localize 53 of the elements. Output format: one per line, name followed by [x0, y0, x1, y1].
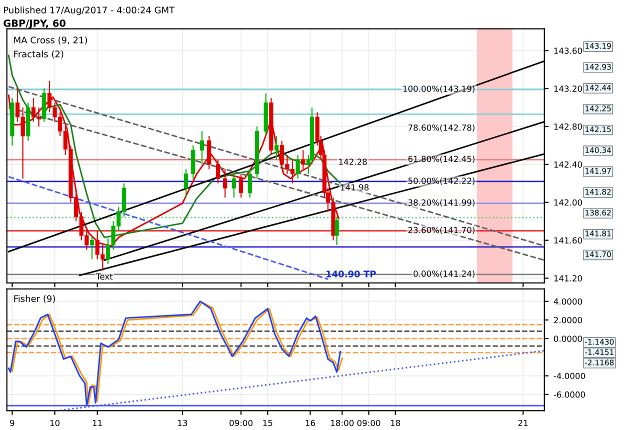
x-tick-label: 09:00 [357, 420, 380, 426]
y-tick-label: 142.00 [554, 199, 582, 206]
y-tick-label: 141.60 [554, 237, 582, 244]
candlestick [90, 234, 94, 260]
x-tick-label: 11 [92, 420, 102, 426]
candlestick [200, 130, 204, 165]
candlestick [248, 168, 252, 198]
annotation: 78.60%(142.78) [408, 124, 474, 132]
candlestick [296, 154, 300, 180]
annotation: Fractals (2) [14, 50, 64, 58]
x-tick-label: 18 [390, 420, 400, 426]
annotation: MA Cross (9, 21) [14, 36, 88, 44]
y-tick-label: 142.80 [554, 123, 582, 130]
y-tick-label: 4.0000 [554, 298, 582, 305]
candlestick [232, 173, 236, 198]
x-tick-label: 21 [518, 420, 528, 426]
candlestick [191, 144, 196, 180]
annotation: 141.98 [340, 184, 369, 191]
y-tick-label: 143.60 [554, 48, 582, 54]
chart-title: GBP/JPY, 60 [4, 20, 66, 29]
candlestick [334, 216, 339, 246]
annotation: 142.28 [339, 158, 367, 165]
y-tick-label: 142.40 [554, 161, 582, 168]
x-tick-label: 9 [10, 420, 14, 426]
annotation: 0.00%(141.24) [414, 270, 474, 278]
x-tick-label: 18:00 [331, 420, 354, 426]
x-tick-label: 13 [178, 420, 188, 426]
x-tick-label: 10 [50, 420, 60, 426]
annotation: Text [96, 273, 113, 280]
y-tick-label: 141.20 [554, 275, 582, 282]
annotation: 38.20%(141.99) [408, 199, 474, 207]
y-tick-label: -6.0000 [554, 391, 586, 398]
annotation: 140.90 TP [326, 270, 376, 278]
y-tick-label: -4.0000 [554, 372, 586, 380]
annotation: 50.00%(142.22) [408, 177, 474, 185]
y-tick-label: 0.0000 [554, 336, 582, 342]
y-tick-label: 143.20 [554, 86, 582, 92]
candlestick [238, 173, 244, 198]
candlestick [223, 168, 228, 198]
annotation: 61.80%(142.45) [408, 156, 474, 164]
y-tick-label: 2.0000 [554, 316, 582, 324]
candlestick [207, 135, 212, 170]
text: Fisher (9) [14, 295, 55, 304]
candlestick [274, 135, 279, 160]
annotation: 100.00%(143.19) [403, 85, 474, 93]
annotation: 23.60%(141.70) [408, 226, 474, 234]
x-tick-label: 16 [306, 420, 315, 426]
candlestick [301, 150, 306, 170]
x-tick-label: 09:00 [230, 420, 252, 426]
chart-subtitle: Published 17/Aug/2017 - 4:00:24 GMT [4, 6, 175, 16]
x-tick-label: 15 [263, 420, 272, 426]
candlestick [184, 168, 188, 198]
candlestick [216, 159, 220, 184]
